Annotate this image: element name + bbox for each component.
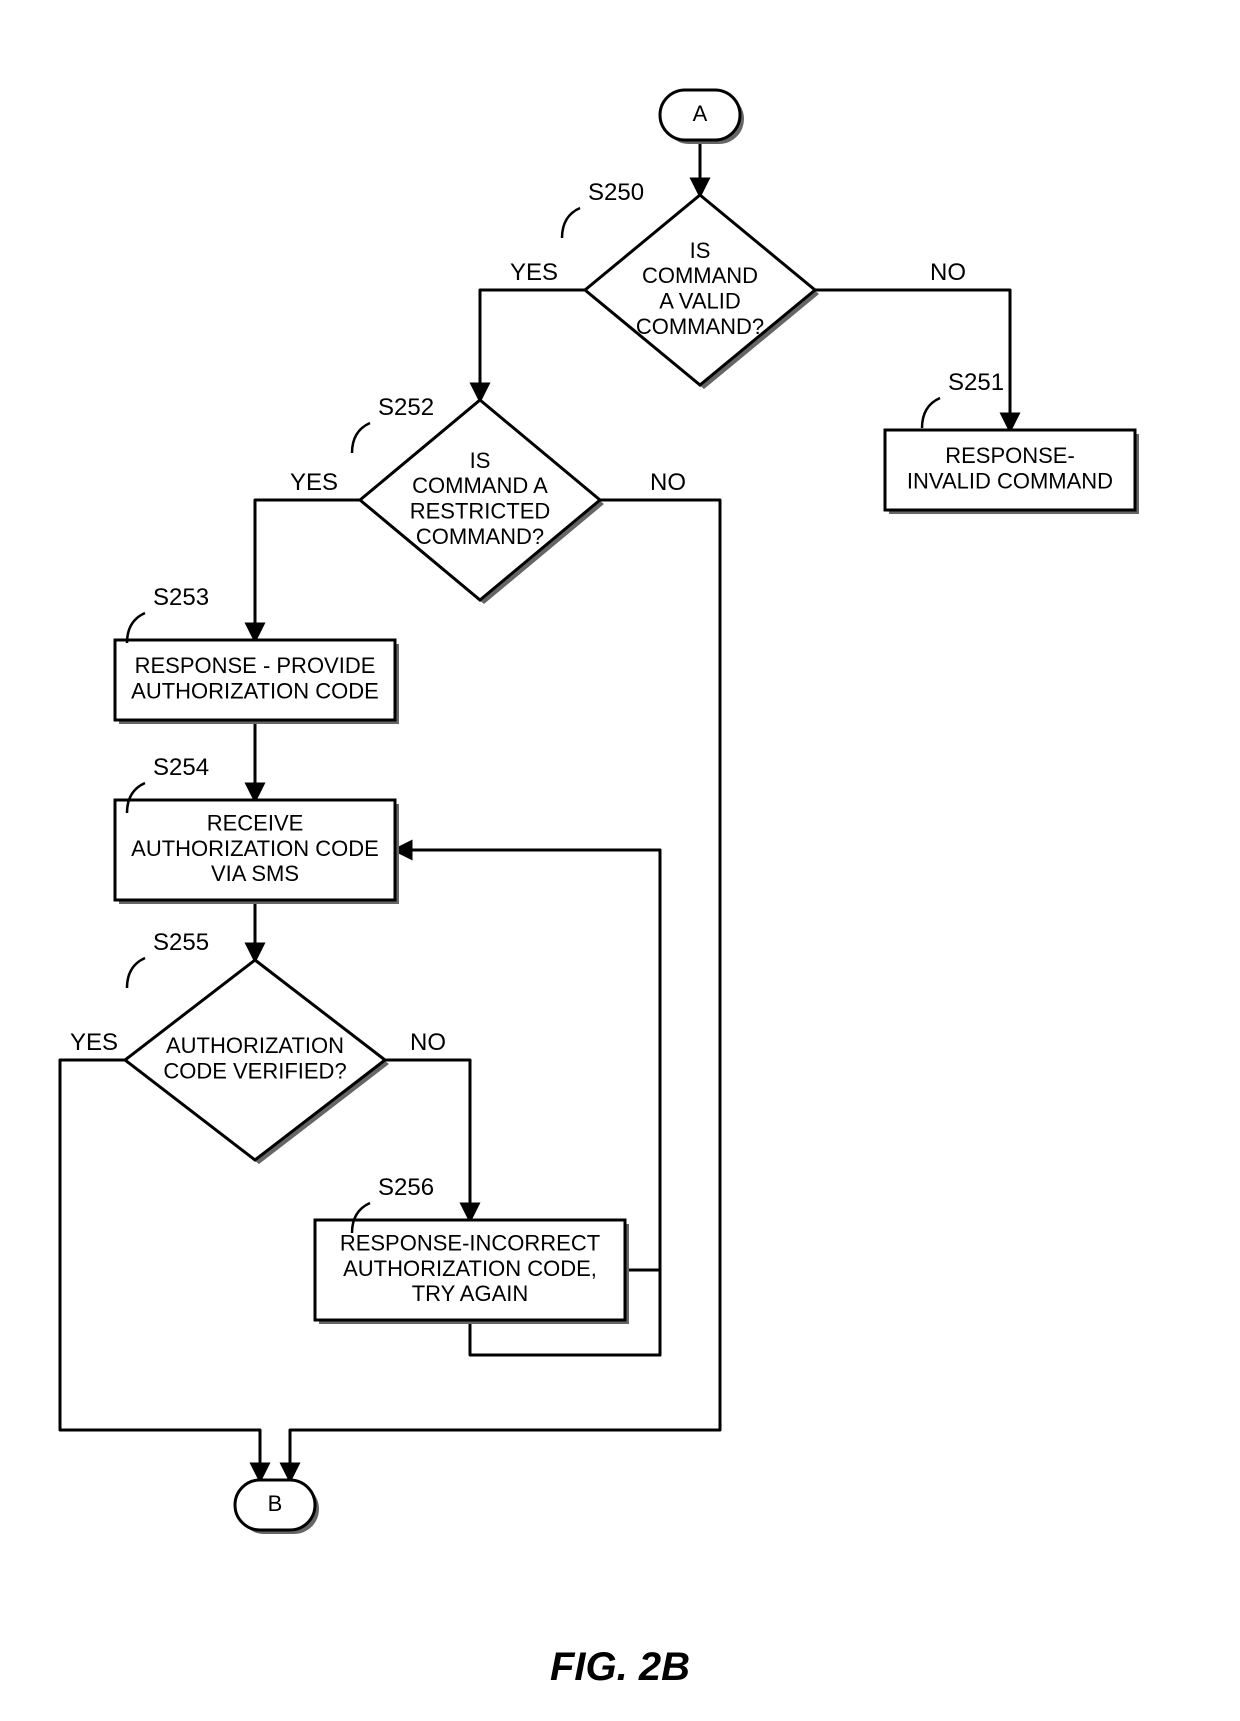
svg-text:A: A [693, 101, 708, 126]
svg-text:YES: YES [290, 469, 338, 496]
svg-text:S256: S256 [378, 1174, 434, 1201]
svg-text:S255: S255 [153, 929, 209, 956]
svg-text:RESPONSE - PROVIDE: RESPONSE - PROVIDE [135, 653, 376, 678]
svg-text:AUTHORIZATION CODE: AUTHORIZATION CODE [131, 678, 379, 703]
svg-text:S250: S250 [588, 179, 644, 206]
svg-text:NO: NO [410, 1029, 446, 1056]
svg-text:COMMAND?: COMMAND? [636, 314, 764, 339]
svg-text:S252: S252 [378, 394, 434, 421]
svg-text:VIA SMS: VIA SMS [211, 861, 299, 886]
svg-text:CODE VERIFIED?: CODE VERIFIED? [163, 1058, 346, 1083]
svg-text:COMMAND?: COMMAND? [416, 524, 544, 549]
svg-text:B: B [268, 1491, 283, 1516]
svg-text:RECEIVE: RECEIVE [207, 811, 304, 836]
svg-text:NO: NO [650, 469, 686, 496]
svg-text:RESPONSE-: RESPONSE- [945, 443, 1075, 468]
svg-text:YES: YES [70, 1029, 118, 1056]
svg-text:AUTHORIZATION CODE: AUTHORIZATION CODE [131, 836, 379, 861]
svg-text:S253: S253 [153, 584, 209, 611]
svg-text:S254: S254 [153, 754, 209, 781]
svg-text:IS: IS [690, 238, 711, 263]
svg-text:A VALID: A VALID [659, 288, 741, 313]
svg-text:RESTRICTED: RESTRICTED [410, 498, 551, 523]
flowchart-canvas: YESNOYESNOYESNOAISCOMMANDA VALIDCOMMAND?… [0, 0, 1240, 1721]
svg-text:AUTHORIZATION: AUTHORIZATION [166, 1033, 344, 1058]
svg-text:IS: IS [470, 448, 491, 473]
svg-text:NO: NO [930, 259, 966, 286]
svg-text:INVALID COMMAND: INVALID COMMAND [907, 468, 1113, 493]
svg-text:YES: YES [510, 259, 558, 286]
svg-text:TRY AGAIN: TRY AGAIN [412, 1281, 529, 1306]
svg-text:COMMAND A: COMMAND A [412, 473, 548, 498]
svg-text:FIG. 2B: FIG. 2B [550, 1645, 690, 1689]
svg-text:AUTHORIZATION CODE,: AUTHORIZATION CODE, [343, 1256, 597, 1281]
svg-text:RESPONSE-INCORRECT: RESPONSE-INCORRECT [340, 1231, 600, 1256]
svg-text:S251: S251 [948, 369, 1004, 396]
svg-text:COMMAND: COMMAND [642, 263, 758, 288]
